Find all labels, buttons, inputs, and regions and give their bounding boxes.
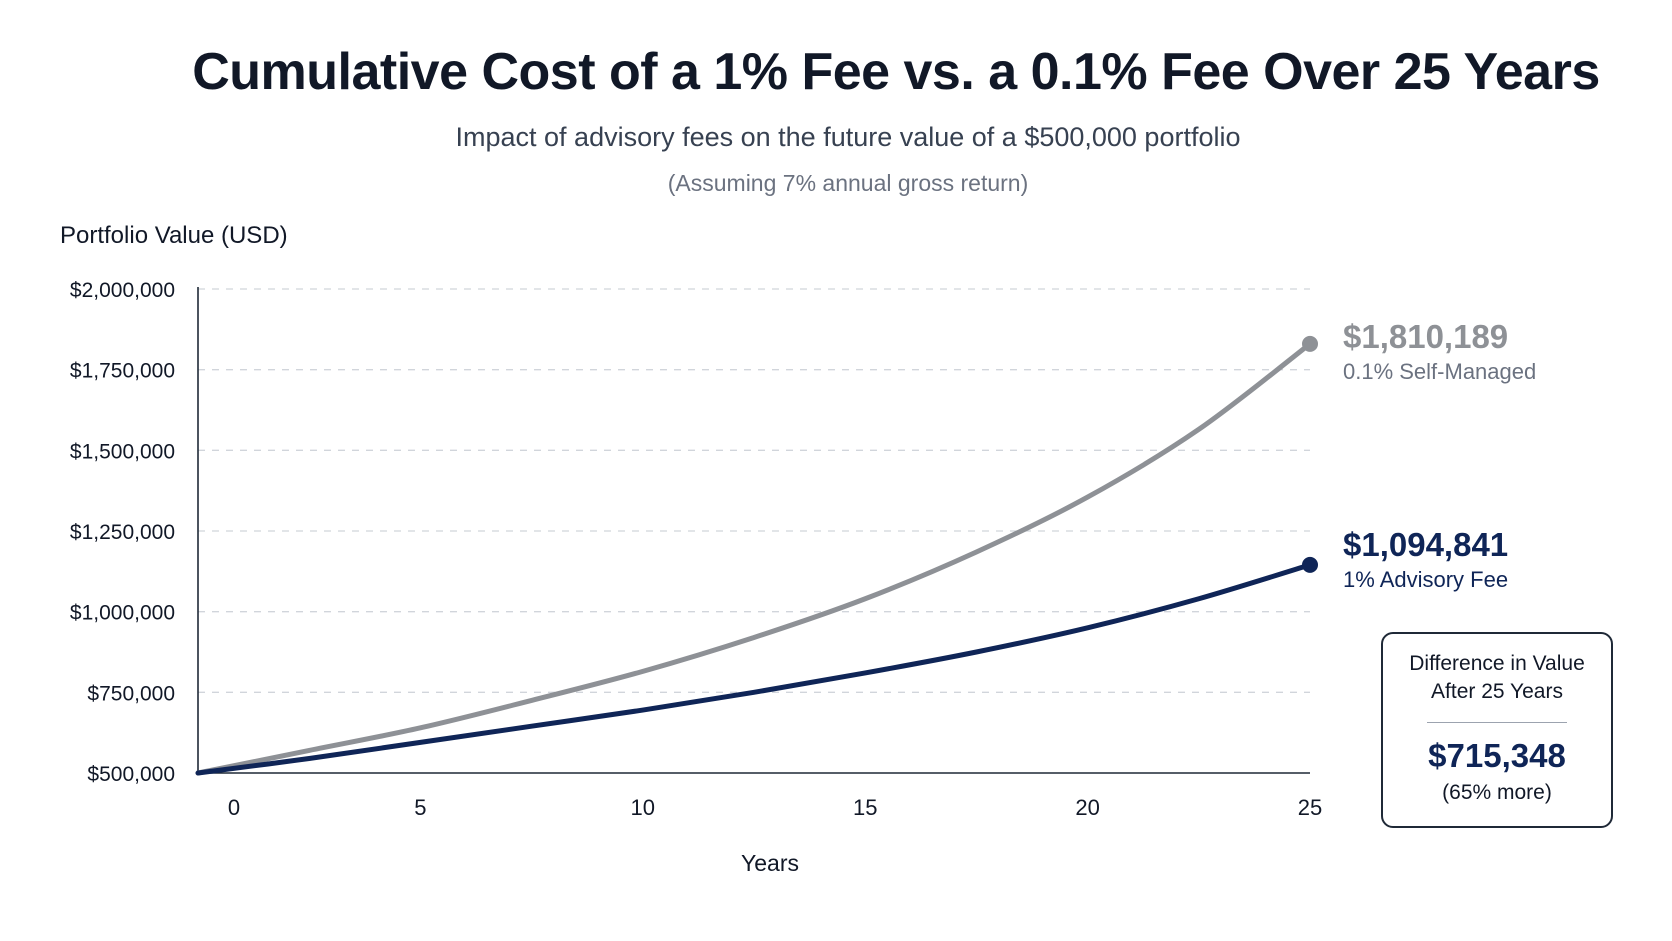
end-label-name-advisory: 1% Advisory Fee [1343, 567, 1509, 592]
y-tick-label: $1,750,000 [70, 360, 175, 383]
difference-percent: (65% more) [1442, 781, 1552, 804]
series-line-self-managed [195, 341, 1313, 776]
x-tick-label: 0 [228, 795, 240, 820]
difference-divider [1427, 722, 1567, 723]
series-end-point-self-managed [1302, 335, 1318, 352]
difference-heading: Difference in Value After 25 Years [1383, 650, 1611, 706]
y-tick-label: $750,000 [87, 682, 175, 705]
difference-heading-line2: After 25 Years [1431, 680, 1563, 703]
y-tick-label: $500,000 [87, 763, 175, 786]
x-tick-label: 15 [853, 795, 877, 820]
end-label-name-self-managed: 0.1% Self-Managed [1343, 359, 1537, 384]
chart-subtitle: Impact of advisory fees on the future va… [455, 122, 1241, 152]
chart-title: Cumulative Cost of a 1% Fee vs. a 0.1% F… [192, 43, 1600, 101]
x-axis-label: Years [741, 850, 799, 876]
difference-summary-box: Difference in Value After 25 Years $715,… [1381, 632, 1613, 828]
x-tick-label: 20 [1075, 795, 1099, 820]
end-label-value-advisory: $1,094,841 [1343, 526, 1509, 563]
difference-value: $715,348 [1428, 737, 1566, 774]
y-tick-label: $1,500,000 [70, 440, 175, 463]
x-tick-label: 10 [631, 795, 655, 820]
y-tick-label: $2,000,000 [70, 279, 175, 302]
series-end-point-advisory [1302, 556, 1318, 573]
series-line-advisory [195, 562, 1313, 776]
y-tick-label: $1,250,000 [70, 521, 175, 544]
end-label-value-self-managed: $1,810,189 [1343, 318, 1509, 355]
y-tick-label: $1,000,000 [70, 602, 175, 625]
chart-note: (Assuming 7% annual gross return) [667, 170, 1029, 196]
y-axis-label: Portfolio Value (USD) [60, 222, 288, 249]
x-tick-label: 25 [1298, 795, 1322, 820]
difference-heading-line1: Difference in Value [1409, 652, 1585, 675]
x-tick-label: 5 [414, 795, 426, 820]
